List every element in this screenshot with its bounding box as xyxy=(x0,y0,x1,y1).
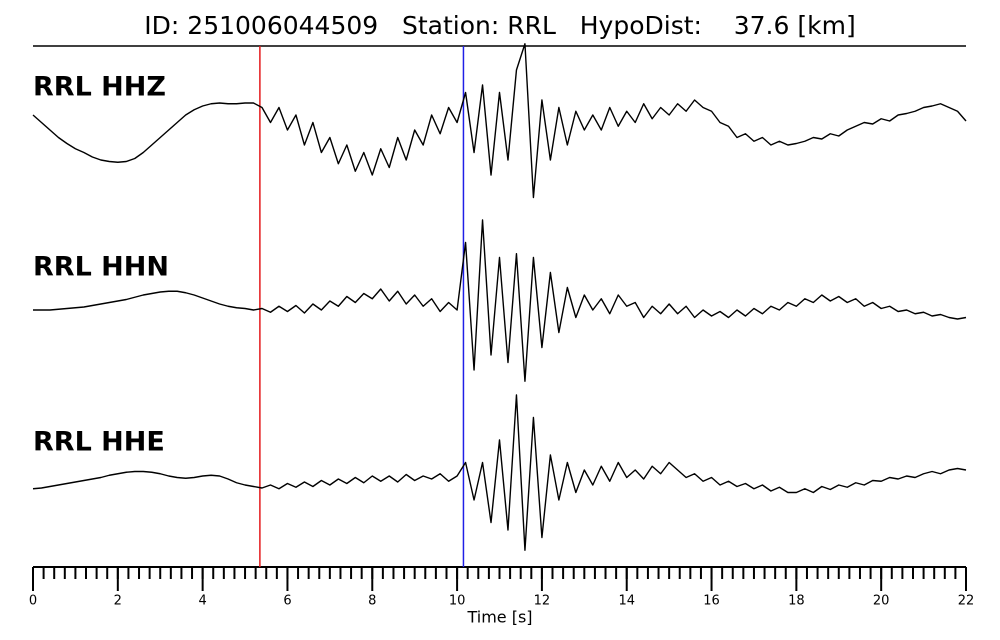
trace-label: RRL HHN xyxy=(33,252,169,283)
waveform xyxy=(32,43,967,199)
x-tick-label: 20 xyxy=(873,594,890,609)
x-tick-label: 4 xyxy=(198,594,206,609)
x-tick-label: 16 xyxy=(703,594,720,609)
x-tick-label: 2 xyxy=(114,594,122,609)
x-tick-label: 18 xyxy=(788,594,805,609)
waveform xyxy=(33,219,967,382)
x-tick-label: 6 xyxy=(283,594,291,609)
waveform xyxy=(32,394,967,551)
x-axis-label: Time [s] xyxy=(466,608,532,627)
trace-label: RRL HHE xyxy=(33,427,165,458)
chart-title: ID: 251006044509 Station: RRL HypoDist: … xyxy=(144,11,855,40)
x-tick-label: 14 xyxy=(618,594,635,609)
x-tick-label: 12 xyxy=(534,594,551,609)
x-tick-label: 22 xyxy=(958,594,975,609)
x-tick-label: 0 xyxy=(29,594,37,609)
trace-label: RRL HHZ xyxy=(33,72,166,103)
x-tick-label: 8 xyxy=(368,594,376,609)
x-tick-label: 10 xyxy=(449,594,466,609)
